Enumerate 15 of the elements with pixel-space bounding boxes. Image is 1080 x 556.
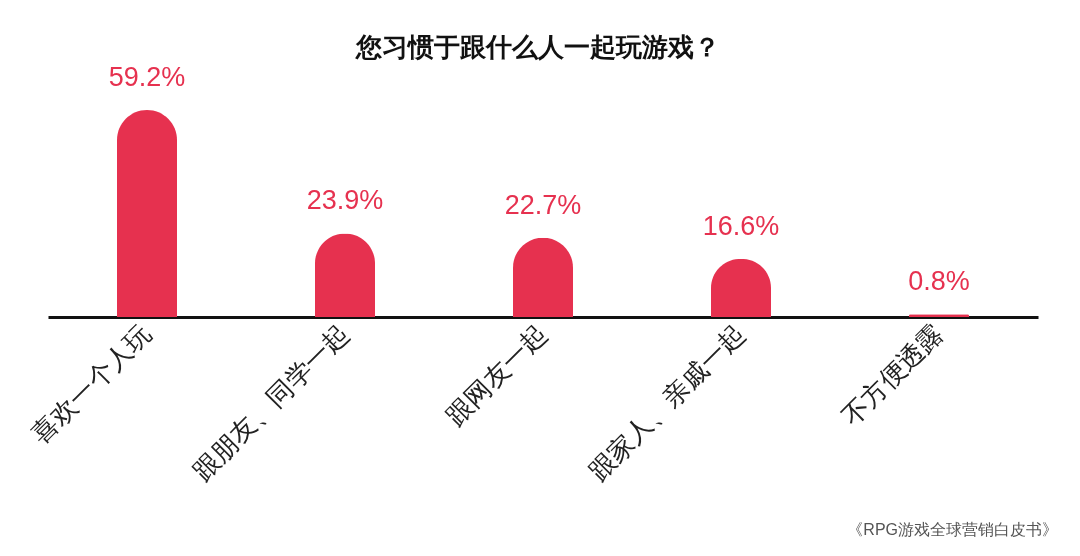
bar [117,110,177,317]
x-tick-label: 跟家人、亲戚一起 [582,318,751,487]
x-tick-label: 喜欢一个人玩 [25,318,157,450]
data-label: 16.6% [702,210,780,241]
x-tick-label: 不方便透露 [835,318,949,432]
text: 《RPG游戏全球营销白皮书》 [847,521,1058,538]
data-label: 22.7% [504,189,582,220]
x-tick-label: 跟朋友、同学一起 [186,318,355,487]
chart-title: 您习惯于跟什么人一起玩游戏？ [355,32,720,62]
data-label: 59.2% [108,62,186,92]
bar [513,237,573,317]
bar [315,233,375,317]
data-label: 23.9% [306,185,384,216]
data-label: 0.8% [908,266,970,297]
x-tick-label: 跟网友一起 [439,318,553,432]
